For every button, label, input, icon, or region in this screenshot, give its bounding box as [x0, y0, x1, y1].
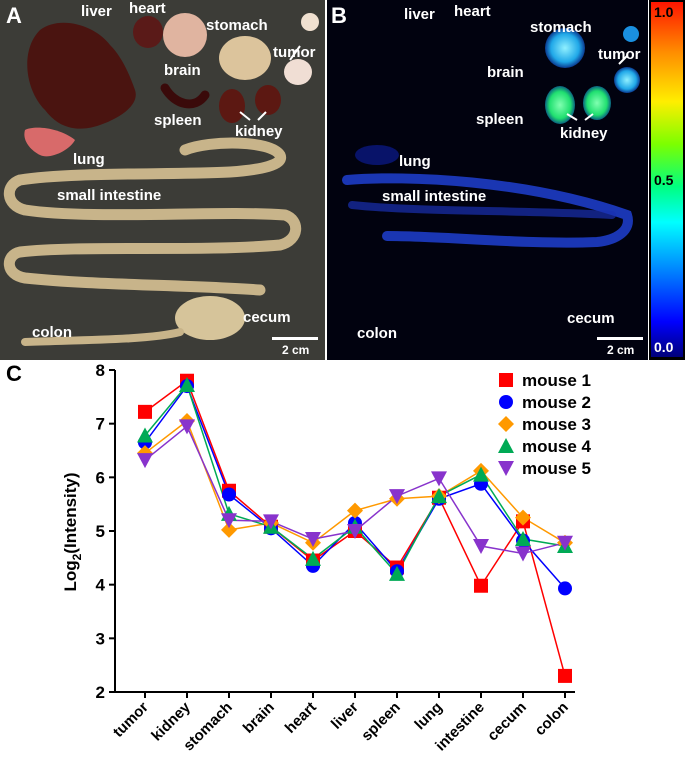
label-spleen-b: spleen	[476, 111, 524, 128]
label-lung: lung	[73, 151, 105, 168]
x-tick-label: cecum	[484, 699, 530, 745]
data-point-series4-cecum	[515, 531, 531, 547]
colorbar-tick-min: 0.0	[654, 339, 674, 355]
data-point-series5-cecum	[515, 546, 531, 562]
legend-marker-1	[499, 373, 513, 387]
series-line-2	[144, 384, 566, 589]
data-point-series4-lung	[431, 488, 447, 504]
label-stomach-b: stomach	[530, 19, 592, 36]
y-tick-label: 5	[96, 522, 105, 541]
data-point-series1-intestine	[474, 578, 488, 593]
x-tick-label: tumor	[110, 699, 152, 741]
x-tick-label: spleen	[358, 699, 404, 745]
panel-letter-b: B	[331, 3, 347, 28]
data-point-series1-colon	[558, 668, 572, 683]
panel-b-fluorescence: B liver heart stomach brain tumor spleen…	[327, 0, 648, 360]
label-tumor: tumor	[273, 44, 316, 61]
label-kidney-b: kidney	[560, 125, 608, 142]
label-brain-b: brain	[487, 64, 524, 81]
label-liver-b: liver	[404, 6, 435, 23]
colorbar-tick-max: 1.0	[654, 4, 674, 20]
label-cecum: cecum	[243, 309, 291, 326]
label-liver: liver	[81, 3, 112, 20]
x-tick-label: lung	[411, 699, 445, 733]
label-kidney: kidney	[235, 123, 283, 140]
colorbar-tick-mid: 0.5	[654, 172, 674, 188]
data-point-series5-intestine	[473, 539, 489, 555]
legend-label-4: mouse 4	[522, 437, 592, 456]
legend-marker-3	[498, 416, 514, 432]
data-point-series4-heart	[305, 550, 321, 566]
legend-label-1: mouse 1	[522, 371, 591, 390]
data-point-series2-colon	[558, 581, 572, 596]
data-point-series5-brain	[263, 514, 279, 530]
label-colon-b: colon	[357, 325, 397, 342]
data-point-series4-kidney	[179, 377, 195, 393]
data-point-series3-stomach	[221, 521, 237, 538]
label-small-intestine-b: small intestine	[382, 188, 487, 205]
label-small-intestine: small intestine	[57, 187, 162, 204]
legend-label-5: mouse 5	[522, 459, 591, 478]
x-tick-label: brain	[240, 699, 278, 737]
data-point-series4-intestine	[473, 466, 489, 482]
label-cecum-b: cecum	[567, 310, 615, 327]
data-point-series5-liver	[347, 524, 363, 539]
data-point-series1-tumor	[138, 404, 152, 419]
x-tick-label: heart	[282, 699, 320, 737]
data-point-series5-heart	[305, 532, 321, 548]
data-point-series5-spleen	[389, 489, 405, 505]
data-point-series5-lung	[431, 471, 447, 487]
y-tick-label: 4	[96, 576, 106, 595]
chart-legend: mouse 1 mouse 2 mouse 3 mouse 4 mouse 5	[498, 371, 592, 478]
x-tick-label: liver	[328, 699, 362, 733]
y-tick-label: 2	[96, 683, 105, 702]
colorbar: 1.0 0.5 0.0	[649, 0, 685, 360]
data-point-series4-spleen	[389, 565, 405, 581]
legend-marker-4	[498, 438, 514, 453]
data-point-series4-tumor	[137, 427, 153, 443]
panel-a-photo: A liver heart stomach brain tumor spleen…	[0, 0, 325, 360]
data-point-series3-cecum	[515, 509, 531, 526]
label-spleen: spleen	[154, 112, 202, 129]
panel-letter-a: A	[6, 3, 22, 28]
data-point-series5-stomach	[221, 513, 237, 529]
scale-bar-label-a: 2 cm	[282, 343, 310, 357]
y-tick-label: 3	[96, 629, 105, 648]
label-stomach: stomach	[206, 17, 268, 34]
legend-label-3: mouse 3	[522, 415, 591, 434]
data-point-series5-tumor	[137, 453, 153, 469]
legend-label-2: mouse 2	[522, 393, 591, 412]
series-line-4	[144, 383, 566, 576]
fluorescence-drawing	[327, 0, 648, 360]
y-tick-label: 6	[96, 468, 105, 487]
label-heart-b: heart	[454, 3, 491, 20]
y-tick-label: 8	[96, 362, 105, 380]
series-markers	[137, 373, 573, 683]
panel-letter-c: C	[6, 361, 22, 386]
data-point-series5-kidney	[179, 419, 195, 435]
label-colon: colon	[32, 324, 72, 341]
x-tick-label: colon	[532, 699, 572, 739]
data-point-series3-liver	[347, 502, 363, 519]
data-point-series5-colon	[557, 535, 573, 551]
label-brain: brain	[164, 62, 201, 79]
label-tumor-b: tumor	[598, 46, 641, 63]
organ-photo-drawing	[0, 0, 325, 360]
data-point-series2-stomach	[222, 487, 236, 502]
y-axis-label: Log2(Intensity)	[61, 472, 84, 591]
label-heart: heart	[129, 0, 166, 17]
y-tick-label: 7	[96, 415, 105, 434]
label-lung-b: lung	[399, 153, 431, 170]
scale-bar-label-b: 2 cm	[607, 343, 635, 357]
legend-marker-5	[498, 461, 514, 476]
legend-marker-2	[499, 395, 513, 409]
colorbar-gradient	[651, 2, 683, 357]
